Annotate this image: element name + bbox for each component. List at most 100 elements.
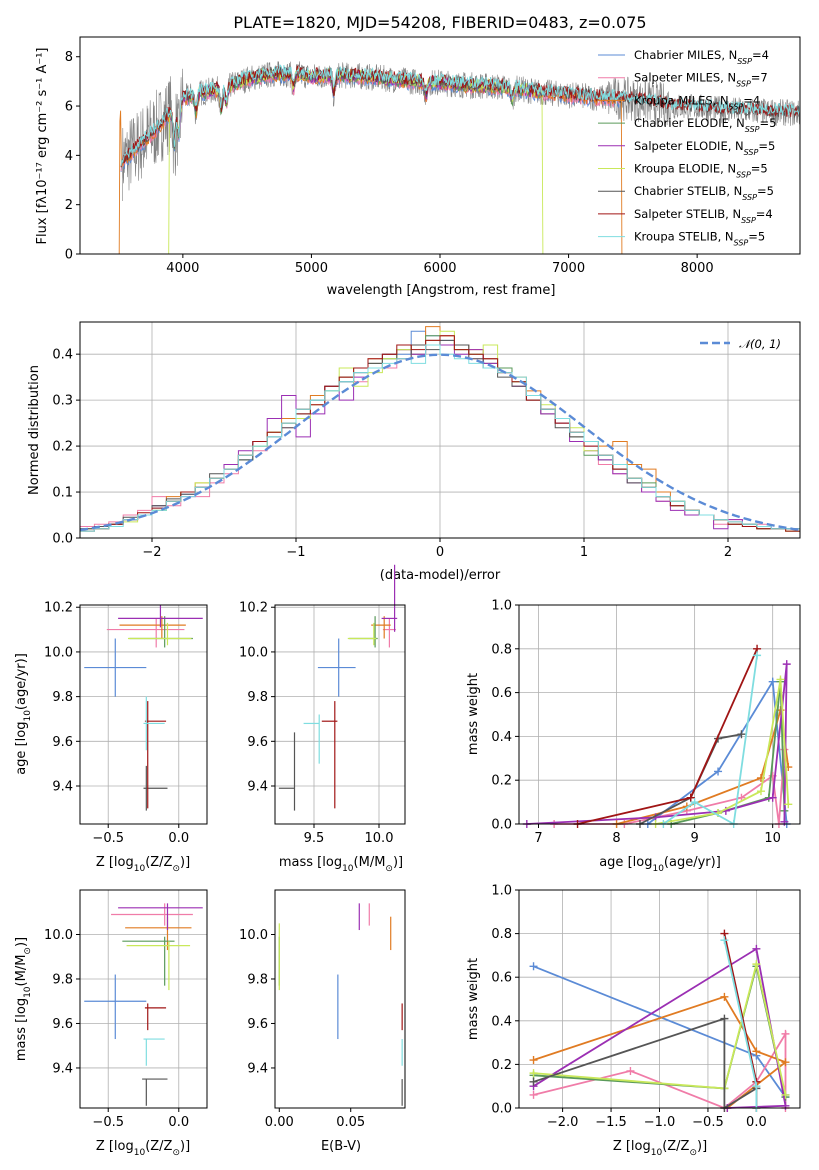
panel-spectrum: 4000 5000 6000 7000 8000 0 2 4 6 8 Chabrier MILES,… [35, 36, 801, 298]
x-tick-label: 0.05 [336, 1115, 365, 1130]
y-tick-label: 0.1 [52, 486, 73, 501]
weight-marker [784, 800, 793, 809]
weight-series [529, 1014, 761, 1112]
x-tick-label: 0.00 [265, 1115, 294, 1130]
legend-part: Salpeter STELIB, N [634, 207, 741, 221]
y-tick-label: 0.0 [491, 818, 512, 833]
data-point [84, 974, 147, 1040]
legend-subscript: SSP [736, 79, 751, 88]
axes-frame [79, 604, 208, 825]
weight-line [662, 655, 758, 826]
weight-marker [720, 992, 729, 1001]
y-tick-label: 10.0 [44, 928, 73, 943]
x-axis-label: E(B-V) [321, 1139, 361, 1154]
y-axis-label: mass weight [466, 958, 481, 1040]
legend-subscript: SSP [744, 147, 759, 156]
label-subscript: ⊙ [172, 1148, 180, 1158]
legend-entry: Kroupa ELODIE, NSSP=5 [634, 162, 768, 180]
weight-line [554, 749, 786, 825]
data-point [143, 1038, 165, 1066]
legend-entry: Chabrier ELODIE, NSSP=5 [634, 116, 776, 134]
legend-entry-gaussian: 𝒩(0, 1) [739, 337, 781, 351]
weight-marker [752, 944, 761, 953]
y-tick-label: 9.4 [52, 1061, 73, 1076]
label-part: (M/M [354, 855, 386, 870]
legend-subscript: SSP [736, 170, 751, 179]
label-part: (Z/Z [662, 1139, 689, 1154]
label-subscript: ⊙ [23, 947, 33, 955]
weight-marker [529, 1056, 538, 1065]
data-point [317, 638, 356, 697]
axis-label: Z [log10(Z/Z⊙)] [96, 1139, 190, 1158]
y-tick-label: 0.6 [491, 971, 512, 986]
x-tick-label: −1 [286, 545, 305, 560]
legend-part: Salpeter MILES, N [634, 71, 736, 85]
panel-mass_vs_Z: −0.5 0.0 9.4 9.6 9.8 10.0 [44, 889, 208, 1130]
x-axis-label: wavelength [Angstrom, rest frame] [327, 283, 556, 298]
label-subscript: 10 [651, 1148, 663, 1158]
y-tick-label: 10.0 [239, 928, 268, 943]
y-tick-label: 9.6 [247, 1017, 268, 1032]
axis-label: age [log10(age/yr)] [14, 653, 33, 775]
legend-subscript: SSP [742, 193, 757, 202]
weight-marker [782, 660, 791, 669]
weight-marker [776, 675, 785, 684]
data-point [142, 1078, 168, 1106]
y-tick-label: 1.0 [491, 884, 512, 899]
legend-part: Kroupa STELIB, N [634, 230, 734, 244]
label-subscript: 10 [134, 864, 146, 874]
axis-label: mass [log10(M/M⊙)] [279, 855, 403, 874]
weight-marker [714, 767, 723, 776]
weight-marker [529, 1069, 538, 1078]
y-tick-label: 10.0 [239, 645, 268, 660]
weight-marker [529, 962, 538, 971]
data-point [144, 1003, 167, 1031]
weight-marker [737, 730, 746, 739]
axes-frame [518, 889, 801, 1109]
legend-part: Chabrier ELODIE, N [634, 116, 745, 130]
legend-entry: Salpeter MILES, NSSP=7 [634, 71, 768, 89]
x-tick-label: 9.5 [304, 831, 325, 846]
y-tick-label: 1.0 [491, 599, 512, 614]
label-part: )] [697, 1139, 707, 1154]
y-tick-label: 10.2 [239, 601, 268, 616]
y-tick-label: 0.6 [491, 686, 512, 701]
y-tick-label: 0.0 [52, 532, 73, 547]
legend-part: =4 [756, 207, 773, 221]
data-point [122, 936, 175, 986]
weight-marker [768, 793, 777, 802]
legend-part: =7 [751, 71, 768, 85]
data-point [144, 701, 167, 809]
y-axis-label: mass weight [466, 673, 481, 755]
x-tick-label: 6000 [423, 261, 456, 276]
weight-marker [752, 960, 761, 969]
y-tick-label: 0.4 [491, 1014, 512, 1029]
axes-frame [79, 889, 208, 1109]
legend-entry: Kroupa STELIB, NSSP=5 [634, 230, 765, 248]
data-point [278, 732, 296, 811]
x-tick-label: 4000 [166, 261, 199, 276]
model-spectrum-line [120, 64, 801, 166]
data-point [126, 941, 191, 991]
legend-subscript: SSP [734, 238, 749, 247]
panel-age_vs_Z: −0.5 0.0 9.4 9.6 9.8 10.0 10.2 [44, 601, 208, 846]
label-part: )] [180, 1139, 190, 1154]
label-subscript: ⊙ [689, 1148, 697, 1158]
label-part: )] [180, 855, 190, 870]
x-tick-label: −0.5 [92, 1115, 124, 1130]
weight-marker [752, 1047, 761, 1056]
legend-part: =5 [760, 116, 777, 130]
weight-marker [781, 1090, 790, 1099]
data-point [127, 622, 192, 646]
y-tick-label: 9.6 [52, 735, 73, 750]
legend-part: Chabrier STELIB, N [634, 184, 742, 198]
weight-series [522, 660, 791, 828]
axes-frame [79, 321, 801, 539]
legend-entry: Salpeter ELODIE, NSSP=5 [634, 139, 775, 157]
axes-frame [274, 604, 406, 825]
data-point [381, 564, 398, 632]
observed-spectrum [122, 61, 800, 202]
data-point [303, 714, 320, 764]
data-point [84, 638, 147, 697]
